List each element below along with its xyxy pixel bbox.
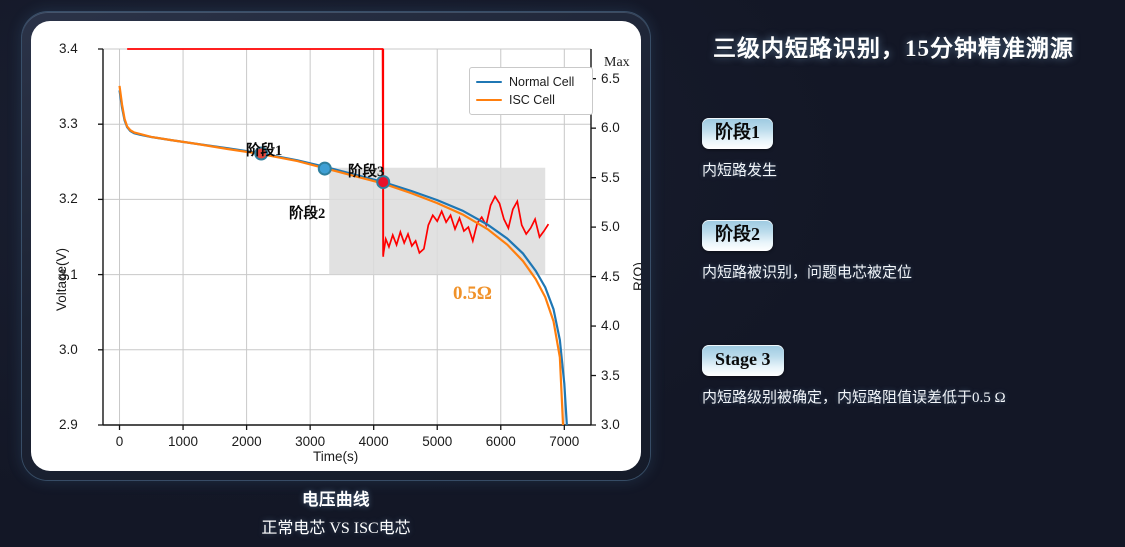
stage-desc-2: 内短路被识别，问题电芯被定位 xyxy=(702,264,913,281)
tick-label: 5000 xyxy=(422,434,453,449)
y2-axis-title: R(Ω) xyxy=(631,262,641,291)
chart-card: 2.9 3.0 3.1 3.2 3.3 3.4 3.0 3.5 4.0 4.5 5.0 5.5 6.0… xyxy=(22,12,650,480)
stage-block-1: 阶段1 内短路发生 xyxy=(702,118,1122,180)
voltage-resistance-chart xyxy=(98,48,596,430)
chart-legend[interactable]: Normal Cell ISC Cell xyxy=(469,67,593,115)
tick-label: 3.0 xyxy=(59,341,78,357)
legend-item-isc-cell[interactable]: ISC Cell xyxy=(476,91,586,109)
tick-label: 2.9 xyxy=(59,417,78,432)
tick-label: 3000 xyxy=(295,434,326,449)
stage-block-3: Stage 3 内短路级别被确定，内短路阻值误差低于0.5 Ω xyxy=(702,345,1122,407)
legend-item-normal-cell[interactable]: Normal Cell xyxy=(476,73,586,91)
stage-marker-3[interactable] xyxy=(376,175,391,190)
x-axis-title: Time(s) xyxy=(313,449,359,464)
info-panel: 三级内短路识别，15分钟精准溯源 阶段1 内短路发生 阶段2 内短路被识别，问题… xyxy=(700,0,1125,547)
tick-label: 0 xyxy=(115,434,124,449)
caption-subtitle: 正常电芯 VS ISC电芯 xyxy=(261,520,411,537)
tick-label: 4.0 xyxy=(601,318,620,334)
tick-label: 6.5 xyxy=(601,70,620,86)
stage-marker-2[interactable] xyxy=(317,161,332,176)
chart-annotation-stage3: 阶段3 xyxy=(348,164,385,180)
chart-annotation-stage1: 阶段1 xyxy=(246,143,283,159)
series-path-resistance xyxy=(127,48,550,255)
caption-title: 电压曲线 xyxy=(302,490,370,509)
legend-swatch-normal-cell xyxy=(476,80,502,84)
tick-label: 3.3 xyxy=(59,116,78,132)
y2-max-label: Max xyxy=(604,55,630,70)
tick-label: 4000 xyxy=(358,434,389,449)
stage-marker-1[interactable] xyxy=(254,146,269,161)
tick-label: 4.5 xyxy=(601,268,620,284)
tick-label: 3.0 xyxy=(601,417,620,432)
tick-label: 7000 xyxy=(549,434,580,449)
stage-block-2: 阶段2 内短路被识别，问题电芯被定位 xyxy=(702,220,1122,282)
tick-label: 3.4 xyxy=(59,41,78,56)
tick-label: 6.0 xyxy=(601,120,620,136)
panel-headline: 三级内短路识别，15分钟精准溯源 xyxy=(713,36,1074,61)
tick-label: 3.2 xyxy=(59,191,78,207)
legend-swatch-isc-cell xyxy=(476,98,502,102)
legend-label-normal-cell: Normal Cell xyxy=(509,75,575,89)
chart-caption: 电压曲线 正常电芯 VS ISC电芯 xyxy=(22,486,650,538)
stage-badge-1: 阶段1 xyxy=(702,118,773,149)
chart-annotation-stage2: 阶段2 xyxy=(289,206,326,222)
stage-badge-2: 阶段2 xyxy=(702,220,773,251)
chart-annotation-resistance-error: 0.5Ω xyxy=(453,283,492,304)
y-axis-title: Voltage(V) xyxy=(54,247,69,311)
tick-label: 2000 xyxy=(231,434,262,449)
stage-markers xyxy=(254,146,391,190)
stage-badge-3: Stage 3 xyxy=(702,345,784,376)
stage-desc-1: 内短路发生 xyxy=(702,162,778,179)
chart-tick-marks xyxy=(98,48,596,430)
tick-label: 5.0 xyxy=(601,219,620,235)
tick-label: 3.5 xyxy=(601,367,620,383)
tick-label: 3.1 xyxy=(59,266,78,282)
tick-label: 1000 xyxy=(168,434,199,449)
tick-label: 6000 xyxy=(485,434,516,449)
legend-label-isc-cell: ISC Cell xyxy=(509,93,555,107)
tick-label: 5.5 xyxy=(601,169,620,185)
stage-desc-3: 内短路级别被确定，内短路阻值误差低于0.5 Ω xyxy=(702,389,1006,406)
chart-plot-area: 2.9 3.0 3.1 3.2 3.3 3.4 3.0 3.5 4.0 4.5 5.0 5.5 6.0… xyxy=(31,21,641,471)
